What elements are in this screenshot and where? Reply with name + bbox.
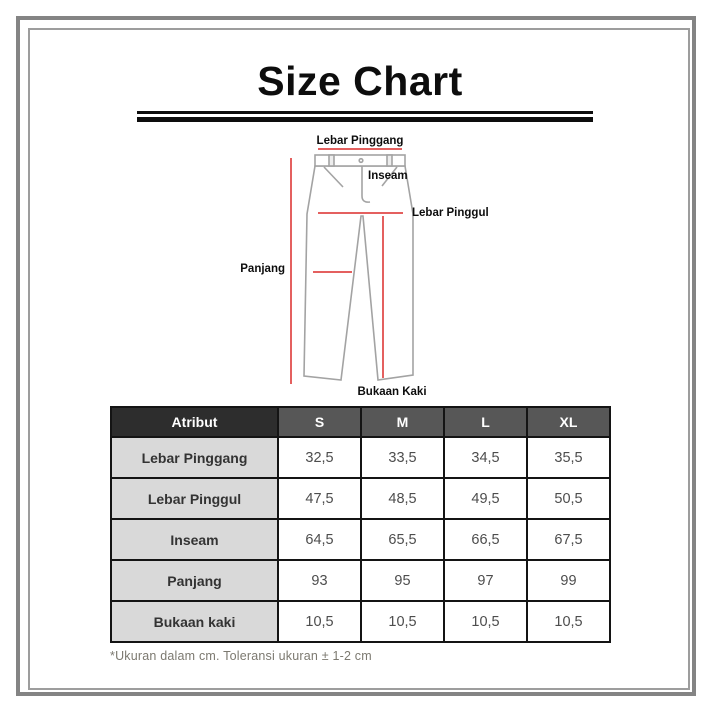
value-cell: 50,5 xyxy=(526,477,611,520)
value-cell: 33,5 xyxy=(360,436,445,479)
outer-frame-border xyxy=(16,16,696,696)
row-label: Lebar Pinggang xyxy=(110,436,279,479)
value-cell: 10,5 xyxy=(277,600,362,643)
table-row: Panjang 93 95 97 99 xyxy=(110,559,611,602)
waist-label: Lebar Pinggang xyxy=(317,135,404,147)
inner-frame-border xyxy=(28,28,690,690)
pants-belt-loop-left xyxy=(328,154,335,167)
table-header-row: Atribut S M L XL xyxy=(110,406,611,438)
divider-thick-line xyxy=(137,117,593,122)
length-label: Panjang xyxy=(240,263,285,275)
table-row: Inseam 64,5 65,5 66,5 67,5 xyxy=(110,518,611,561)
value-cell: 65,5 xyxy=(360,518,445,561)
divider-thin-line xyxy=(137,111,593,114)
row-label: Inseam xyxy=(110,518,279,561)
header-cell-m: M xyxy=(360,406,445,438)
value-cell: 49,5 xyxy=(443,477,528,520)
pants-button xyxy=(358,157,364,164)
value-cell: 32,5 xyxy=(277,436,362,479)
row-label: Lebar Pinggul xyxy=(110,477,279,520)
value-cell: 97 xyxy=(443,559,528,602)
leg-opening-label: Bukaan Kaki xyxy=(357,386,426,398)
value-cell: 93 xyxy=(277,559,362,602)
header-cell-s: S xyxy=(277,406,362,438)
size-table: Atribut S M L XL Lebar Pinggang 32,5 33,… xyxy=(110,406,611,643)
row-label: Panjang xyxy=(110,559,279,602)
header-cell-l: L xyxy=(443,406,528,438)
inseam-label: Inseam xyxy=(368,170,408,182)
value-cell: 10,5 xyxy=(443,600,528,643)
value-cell: 95 xyxy=(360,559,445,602)
value-cell: 47,5 xyxy=(277,477,362,520)
header-cell-atribut: Atribut xyxy=(110,406,279,438)
value-cell: 66,5 xyxy=(443,518,528,561)
value-cell: 48,5 xyxy=(360,477,445,520)
value-cell: 99 xyxy=(526,559,611,602)
pants-measurement-diagram: Lebar Pinggang Inseam Lebar Pinggul Panj… xyxy=(240,135,489,398)
pants-belt-loop-right xyxy=(386,154,393,167)
value-cell: 34,5 xyxy=(443,436,528,479)
size-note: *Ukuran dalam cm. Toleransi ukuran ± 1-2… xyxy=(110,649,372,663)
pants-fly-stitch xyxy=(361,166,371,203)
value-cell: 10,5 xyxy=(360,600,445,643)
value-cell: 35,5 xyxy=(526,436,611,479)
pants-body-shape xyxy=(303,165,414,381)
header-cell-xl: XL xyxy=(526,406,611,438)
table-row: Bukaan kaki 10,5 10,5 10,5 10,5 xyxy=(110,600,611,643)
measurement-lines xyxy=(290,148,403,384)
hip-label: Lebar Pinggul xyxy=(412,207,489,219)
table-row: Lebar Pinggul 47,5 48,5 49,5 50,5 xyxy=(110,477,611,520)
value-cell: 64,5 xyxy=(277,518,362,561)
pants-pocket-left xyxy=(323,166,344,188)
value-cell: 10,5 xyxy=(526,600,611,643)
title-divider xyxy=(137,111,593,122)
pants-pocket-right xyxy=(381,166,398,187)
pants-outline xyxy=(303,154,414,381)
table-row: Lebar Pinggang 32,5 33,5 34,5 35,5 xyxy=(110,436,611,479)
page-title: Size Chart xyxy=(257,58,463,104)
row-label: Bukaan kaki xyxy=(110,600,279,643)
value-cell: 67,5 xyxy=(526,518,611,561)
